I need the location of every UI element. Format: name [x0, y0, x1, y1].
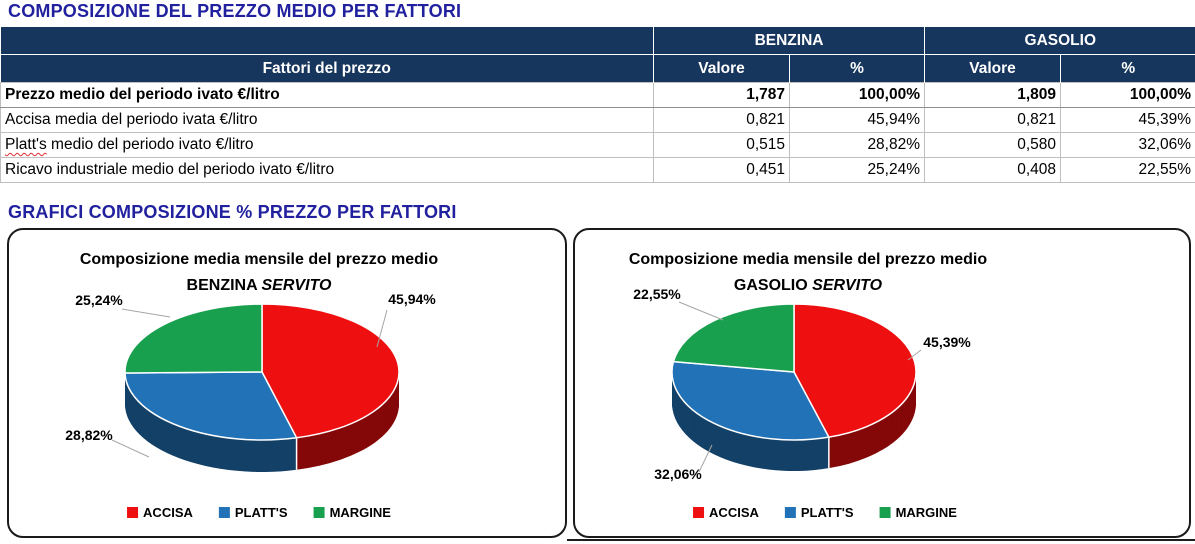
benzina-group-header[interactable]: BENZINA: [653, 27, 926, 55]
pie-slice-platts[interactable]: [124, 371, 298, 441]
legend-swatch: [879, 507, 891, 518]
row-header-fattori[interactable]: Fattori del prezzo: [0, 54, 654, 83]
legend-label: ACCISA: [709, 505, 759, 520]
label-leader-line: [907, 349, 922, 361]
legend-label: MARGINE: [896, 505, 958, 520]
value-cell[interactable]: 0,821: [653, 107, 790, 133]
data-label-margine: 25,24%: [75, 292, 123, 308]
misspelled-word: Platt's: [5, 136, 47, 153]
value-cell[interactable]: 100,00%: [788, 82, 926, 108]
value-cell[interactable]: 100,00%: [1060, 82, 1195, 108]
value-cell[interactable]: 22,55%: [1060, 157, 1195, 183]
chart-legend: ACCISA PLATT'S MARGINE: [693, 505, 957, 520]
table-row: Ricavo industriale medio del periodo iva…: [0, 157, 1195, 183]
pie-slice-accisa[interactable]: [793, 303, 917, 438]
gasolio-group-header[interactable]: GASOLIO: [924, 27, 1195, 55]
pie-slice-accisa[interactable]: [261, 303, 400, 439]
legend-label: PLATT'S: [801, 505, 854, 520]
label-leader-line: [376, 309, 388, 348]
value-cell[interactable]: 1,809: [924, 82, 1062, 108]
row-label-cell[interactable]: Platt's medio del periodo ivato €/litro: [0, 132, 654, 158]
legend-swatch: [784, 507, 796, 518]
chart-subtitle: BENZINA SERVITO: [187, 277, 332, 294]
benzina-valore-header[interactable]: Valore: [653, 54, 790, 83]
section-title-grafici: GRAFICI COMPOSIZIONE % PREZZO PER FATTOR…: [8, 202, 457, 222]
data-label-margine: 22,55%: [633, 286, 681, 302]
value-cell[interactable]: 25,24%: [788, 157, 926, 183]
section-title-composizione: COMPOSIZIONE DEL PREZZO MEDIO PER FATTOR…: [8, 1, 462, 21]
value-cell[interactable]: 0,821: [924, 107, 1062, 133]
pie-slice-platts[interactable]: [671, 360, 830, 441]
gasolio-chart-panel: Composizione media mensile del prezzo me…: [573, 228, 1191, 538]
value-cell[interactable]: 0,515: [653, 132, 790, 158]
column-header-row: Fattori del prezzo Valore % Valore %: [0, 54, 1195, 83]
data-label-accisa: 45,94%: [388, 291, 436, 307]
legend-label: MARGINE: [330, 505, 392, 520]
legend-swatch: [218, 507, 230, 518]
value-cell[interactable]: 45,39%: [1060, 107, 1195, 133]
label-leader-line: [111, 439, 150, 458]
corner-empty-cell[interactable]: [0, 27, 654, 55]
value-cell[interactable]: 0,451: [653, 157, 790, 183]
label-leader-line: [121, 308, 171, 318]
label-leader-line: [678, 301, 724, 321]
legend-item-accisa[interactable]: ACCISA: [127, 505, 193, 520]
value-cell[interactable]: 28,82%: [788, 132, 926, 158]
gasolio-valore-header[interactable]: Valore: [924, 54, 1062, 83]
chart-title: Composizione media mensile del prezzo me…: [629, 251, 988, 268]
value-cell[interactable]: 45,94%: [788, 107, 926, 133]
row-label-cell[interactable]: Prezzo medio del periodo ivato €/litro: [0, 82, 654, 108]
data-label-platts: 32,06%: [654, 466, 702, 482]
legend-item-margine[interactable]: MARGINE: [313, 505, 392, 520]
gasolio-pie-chart: Composizione media mensile del prezzo me…: [629, 251, 988, 520]
legend-label: ACCISA: [143, 505, 193, 520]
value-cell[interactable]: 1,787: [653, 82, 790, 108]
value-cell[interactable]: 32,06%: [1060, 132, 1195, 158]
value-cell[interactable]: 0,580: [924, 132, 1062, 158]
table-row: Accisa media del periodo ivata €/litro 0,…: [0, 107, 1195, 133]
legend-swatch: [313, 507, 325, 518]
legend-label: PLATT'S: [235, 505, 288, 520]
legend-item-platts[interactable]: PLATT'S: [218, 505, 288, 520]
data-label-platts: 28,82%: [65, 427, 113, 443]
group-header-row: BENZINA GASOLIO: [0, 27, 1195, 55]
chart-legend: ACCISA PLATT'S MARGINE: [127, 505, 391, 520]
value-cell[interactable]: 0,408: [924, 157, 1062, 183]
data-label-accisa: 45,39%: [923, 334, 971, 350]
table-row: Prezzo medio del periodo ivato €/litro 1,…: [0, 82, 1195, 108]
row-label-cell[interactable]: Ricavo industriale medio del periodo iva…: [0, 157, 654, 183]
chart-title: Composizione media mensile del prezzo me…: [80, 251, 439, 268]
benzina-chart-panel: Composizione media mensile del prezzo me…: [7, 228, 567, 538]
legend-item-accisa[interactable]: ACCISA: [693, 505, 759, 520]
bottom-edge-line: [567, 539, 1195, 541]
benzina-pie-chart: Composizione media mensile del prezzo me…: [65, 251, 439, 520]
label-leader-line: [698, 444, 713, 473]
legend-item-margine[interactable]: MARGINE: [879, 505, 958, 520]
price-factors-table: BENZINA GASOLIO Fattori del prezzo Valor…: [0, 27, 1195, 183]
legend-swatch: [693, 507, 705, 518]
legend-item-platts[interactable]: PLATT'S: [784, 505, 854, 520]
legend-swatch: [127, 507, 139, 518]
row-label-cell[interactable]: Accisa media del periodo ivata €/litro: [0, 107, 654, 133]
table-row: Platt's medio del periodo ivato €/litro 0…: [0, 132, 1195, 158]
benzina-percent-header[interactable]: %: [789, 54, 926, 83]
chart-subtitle: GASOLIO SERVITO: [734, 277, 883, 294]
pie-slice-margine[interactable]: [124, 303, 263, 374]
pie-slice-margine[interactable]: [672, 303, 795, 373]
gasolio-percent-header[interactable]: %: [1060, 54, 1195, 83]
